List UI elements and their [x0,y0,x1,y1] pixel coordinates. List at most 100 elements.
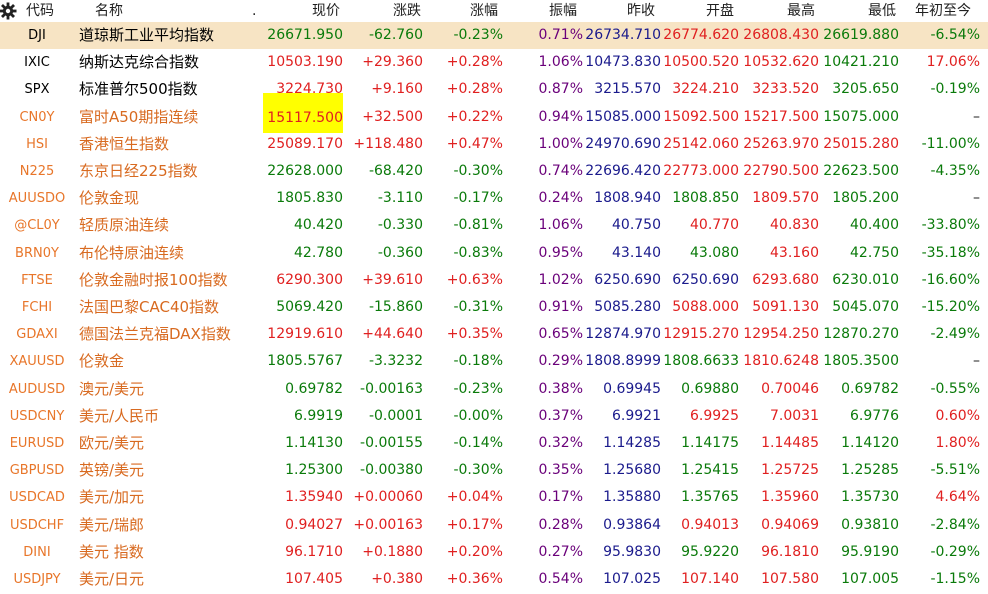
cell-price: 1.25300 [285,462,343,479]
cell-prev: 1.14285 [603,435,661,451]
table-row[interactable]: FTSE 伦敦金融时报100指数 6290.300 +39.610 +0.63% 1.02… [0,267,988,294]
cell-ytd: -2.84% [930,516,980,533]
header-name[interactable]: 名称 [95,3,123,19]
cell-amp: 1.02% [538,271,583,288]
cell-price: 1805.830 [276,190,343,207]
cell-amp: 0.32% [538,435,583,451]
cell-name: 富时A50期指连续 [79,107,199,126]
cell-ytd: -15.20% [921,299,980,315]
cell-prev: 6.9921 [612,407,661,424]
table-row[interactable]: IXIC 纳斯达克综合指数 10503.190 +29.360 +0.28% 1.06% 1… [0,49,988,76]
cell-pct: -0.14% [453,435,503,451]
cell-open: 15092.500 [663,108,739,125]
cell-change: -0.00163 [360,380,423,397]
cell-ytd: -0.55% [930,380,980,397]
table-row[interactable]: N225 东京日经225指数 22628.000 -68.420 -0.30% 0.74%… [0,158,988,185]
cell-ytd: – [973,353,980,370]
cell-prev: 1808.8999 [585,353,661,370]
table-row[interactable]: SPX 标准普尔500指数 3224.730 +9.160 +0.28% 0.87% 321… [0,76,988,103]
header-low[interactable]: 最低 [868,3,896,19]
cell-pct: -0.23% [453,27,503,43]
cell-low: 1805.3500 [823,353,899,370]
cell-prev: 43.140 [612,244,661,261]
cell-price: 0.94027 [285,516,343,533]
cell-amp: 0.91% [538,299,583,315]
cell-ytd: -11.00% [921,135,980,152]
cell-code: N225 [19,164,55,179]
table-row[interactable]: USDCAD 美元/加元 1.35940 +0.00060 +0.04% 0.17% 1.3… [0,484,988,511]
cell-ytd: – [973,190,980,207]
cell-change: +39.610 [362,271,423,288]
cell-change: +44.640 [362,326,423,343]
table-row[interactable]: HSI 香港恒生指数 25089.170 +118.480 +0.47% 1.00% 249… [0,131,988,158]
cell-name: 德国法兰克福DAX指数 [79,325,231,344]
cell-code: USDCAD [9,490,65,506]
header-high[interactable]: 最高 [787,3,815,19]
cell-low: 25015.280 [823,135,899,152]
cell-ytd: -4.35% [930,163,980,179]
cell-pct: -0.30% [453,462,503,479]
cell-ytd: 1.80% [935,435,980,451]
cell-prev: 6250.690 [594,271,661,288]
header-amplitude[interactable]: 振幅 [549,3,577,19]
cell-pct: -0.00% [453,407,503,424]
cell-prev: 40.750 [612,217,661,234]
table-row[interactable]: USDJPY 美元/日元 107.405 +0.380 +0.36% 0.54% 107.0… [0,566,988,593]
cell-pct: -0.83% [453,244,503,261]
cell-amp: 0.17% [538,489,583,506]
table-row[interactable]: GDAXI 德国法兰克福DAX指数 12919.610 +44.640 +0.35% 0.… [0,321,988,348]
header-change-pct[interactable]: 涨幅 [470,3,498,19]
cell-amp: 0.95% [538,244,583,261]
cell-code: GBPUSD [9,463,65,479]
table-row[interactable]: AUUSDO 伦敦金现 1805.830 -3.110 -0.17% 0.24% 1808.… [0,185,988,212]
cell-price: 1.35940 [285,489,343,506]
cell-price: 10503.190 [267,54,343,71]
table-row[interactable]: USDCHF 美元/瑞郎 0.94027 +0.00163 +0.17% 0.28% 0.9… [0,512,988,539]
cell-amp: 0.65% [538,326,583,343]
cell-ytd: -33.80% [921,217,980,234]
header-open[interactable]: 开盘 [706,3,734,19]
cell-code: AUDUSD [8,381,66,397]
cell-prev: 5085.280 [594,299,661,315]
cell-code: BRN0Y [15,245,59,261]
cell-amp: 0.35% [538,462,583,479]
table-row[interactable]: @CL0Y 轻质原油连续 40.420 -0.330 -0.81% 1.06% 40.750… [0,212,988,239]
cell-prev: 10473.830 [585,54,661,71]
cell-name: 道琼斯工业平均指数 [79,26,215,44]
cell-open: 1.14175 [681,435,739,451]
cell-price: 42.780 [294,244,343,261]
cell-amp: 1.00% [538,135,583,152]
cell-low: 95.9190 [841,543,899,560]
table-row[interactable]: EURUSD 欧元/美元 1.14130 -0.00155 -0.14% 0.32% 1.1… [0,430,988,457]
header-prev-close[interactable]: 昨收 [627,3,655,19]
header-change[interactable]: 涨跌 [393,3,421,19]
table-row[interactable]: DJI 道琼斯工业平均指数 26671.950 -62.760 -0.23% 0.71% 2… [0,22,988,49]
table-row[interactable]: BRN0Y 布伦特原油连续 42.780 -0.360 -0.83% 0.95% 43.14… [0,240,988,267]
header-price[interactable]: 现价 [312,3,340,19]
cell-change: -62.760 [368,27,423,43]
gear-icon[interactable] [0,2,17,20]
cell-open: 95.9220 [681,543,739,560]
cell-amp: 0.71% [538,27,583,43]
cell-open: 1808.850 [672,190,739,207]
cell-high: 107.580 [761,571,819,587]
table-row[interactable]: CN0Y 富时A50期指连续 15117.500 +32.500 +0.22% 0.94%… [0,92,988,133]
table-row[interactable]: XAUUSD 伦敦金 1805.5767 -3.3232 -0.18% 0.29% 1808… [0,348,988,375]
table-row[interactable]: USDCNY 美元/人民币 6.9919 -0.0001 -0.00% 0.37% 6.99… [0,403,988,430]
cell-amp: 0.37% [538,407,583,424]
cell-code: XAUUSD [9,354,65,370]
table-row[interactable]: DINI 美元 指数 96.1710 +0.1880 +0.20% 0.27% 95.983… [0,539,988,566]
table-row[interactable]: GBPUSD 英镑/美元 1.25300 -0.00380 -0.30% 0.35% 1.2… [0,457,988,484]
cell-prev: 3215.570 [594,81,661,98]
header-code[interactable]: 代码 [26,3,54,19]
cell-code: AUUSDO [8,191,66,207]
table-row[interactable]: AUDUSD 澳元/美元 0.69782 -0.00163 -0.23% 0.38% 0.6… [0,376,988,403]
table-row[interactable]: FCHI 法国巴黎CAC40指数 5069.420 -15.860 -0.31% 0.91… [0,294,988,321]
header-ytd[interactable]: 年初至今 [915,3,971,19]
cell-pct: -0.17% [453,190,503,207]
cell-low: 0.69782 [841,380,899,397]
cell-open: 107.140 [681,571,739,587]
cell-price: 1.14130 [285,435,343,451]
cell-change: +0.380 [371,571,423,587]
cell-change: -68.420 [368,163,423,179]
